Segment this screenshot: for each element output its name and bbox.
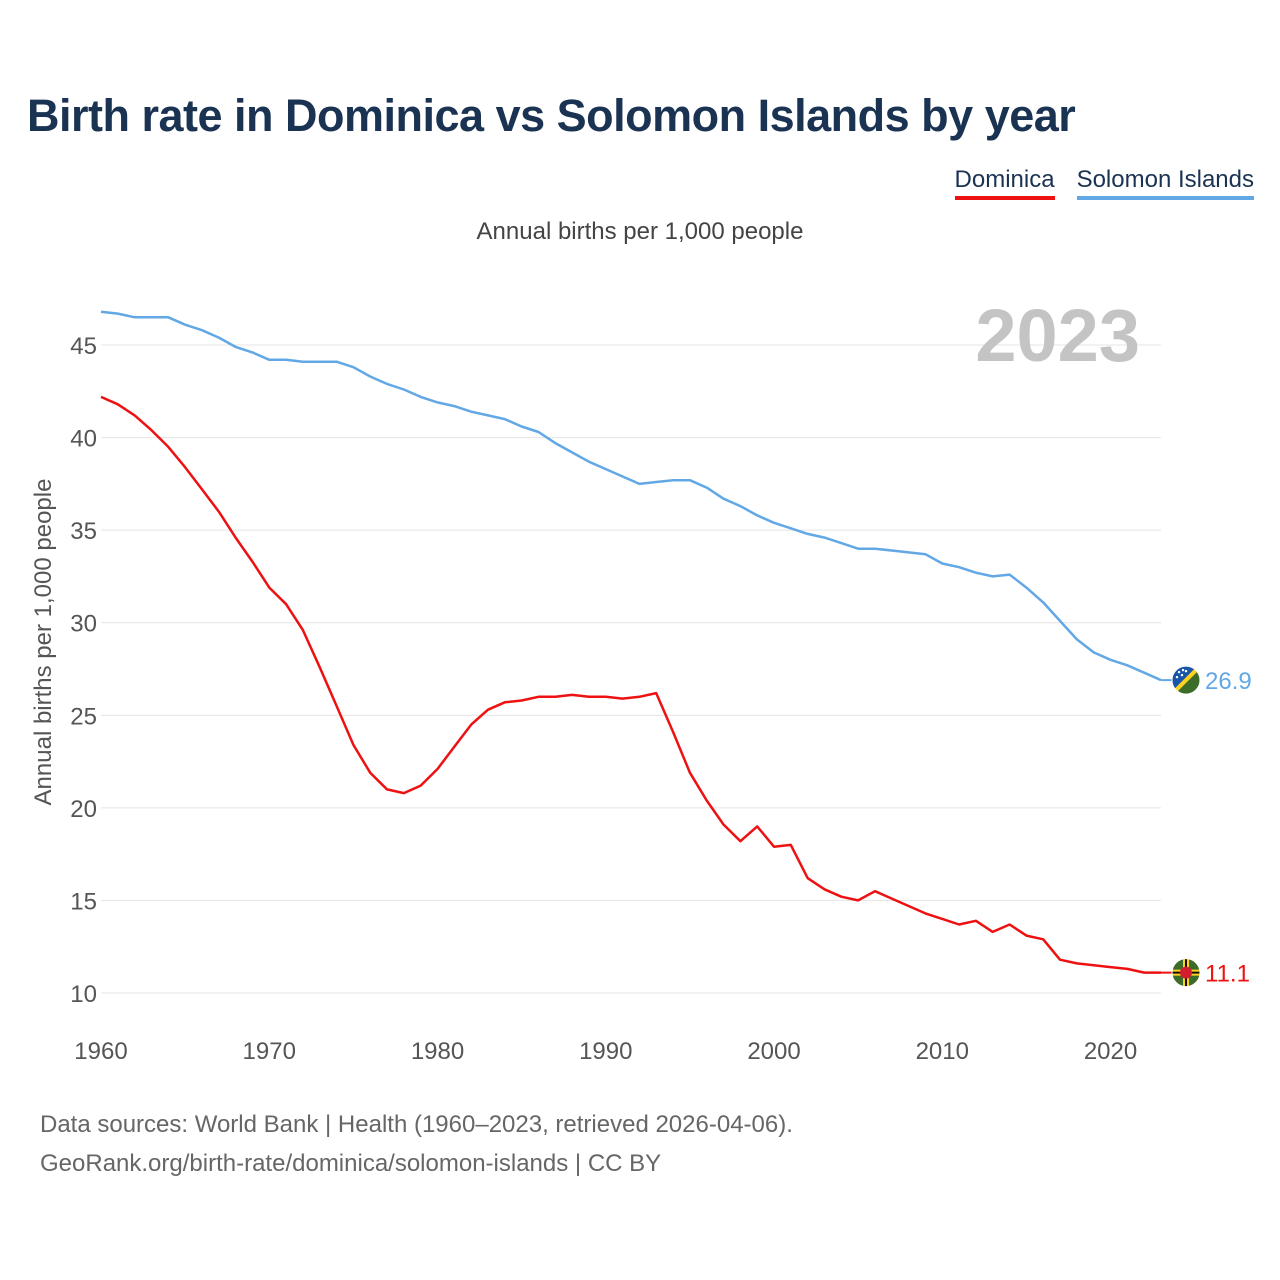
y-tick-label: 25 <box>70 703 97 730</box>
dominica-flag-icon <box>1171 958 1201 988</box>
y-tick-label: 10 <box>70 981 97 1008</box>
series-line-dominica <box>100 395 1161 974</box>
end-value-label-solomon-islands: 26.9 <box>1205 668 1252 695</box>
y-tick-label: 35 <box>70 518 97 545</box>
legend-item-dominica[interactable]: Dominica <box>954 166 1055 200</box>
x-tick-label: 2020 <box>1084 1038 1137 1065</box>
y-tick-label: 30 <box>70 611 97 638</box>
y-axis-label: Annual births per 1,000 people <box>30 479 57 806</box>
chart-title: Birth rate in Dominica vs Solomon Island… <box>27 90 1076 141</box>
legend: Dominica Solomon Islands <box>954 166 1254 200</box>
x-tick-label: 2000 <box>747 1038 800 1065</box>
source-link[interactable]: GeoRank.org/birth-rate/dominica/solomon-… <box>40 1150 662 1177</box>
y-tick-label: 20 <box>70 796 97 823</box>
x-tick-label: 1960 <box>74 1038 127 1065</box>
solomon-islands-flag-icon <box>1171 665 1201 695</box>
y-tick-label: 45 <box>70 333 97 360</box>
y-tick-label: 15 <box>70 888 97 915</box>
chart-subtitle: Annual births per 1,000 people <box>476 218 804 245</box>
x-tick-label: 1990 <box>579 1038 632 1065</box>
footer: Data sources: World Bank | Health (1960–… <box>40 1105 793 1183</box>
data-sources: Data sources: World Bank | Health (1960–… <box>40 1111 793 1138</box>
series-line-solomon-islands <box>100 310 1162 682</box>
legend-item-solomon-islands[interactable]: Solomon Islands <box>1076 166 1254 200</box>
y-tick-label: 40 <box>70 426 97 453</box>
end-value-label-dominica: 11.1 <box>1205 961 1250 988</box>
x-tick-label: 2010 <box>916 1038 969 1065</box>
x-tick-label: 1980 <box>411 1038 464 1065</box>
year-watermark: 2023 <box>975 294 1140 377</box>
x-tick-label: 1970 <box>243 1038 296 1065</box>
